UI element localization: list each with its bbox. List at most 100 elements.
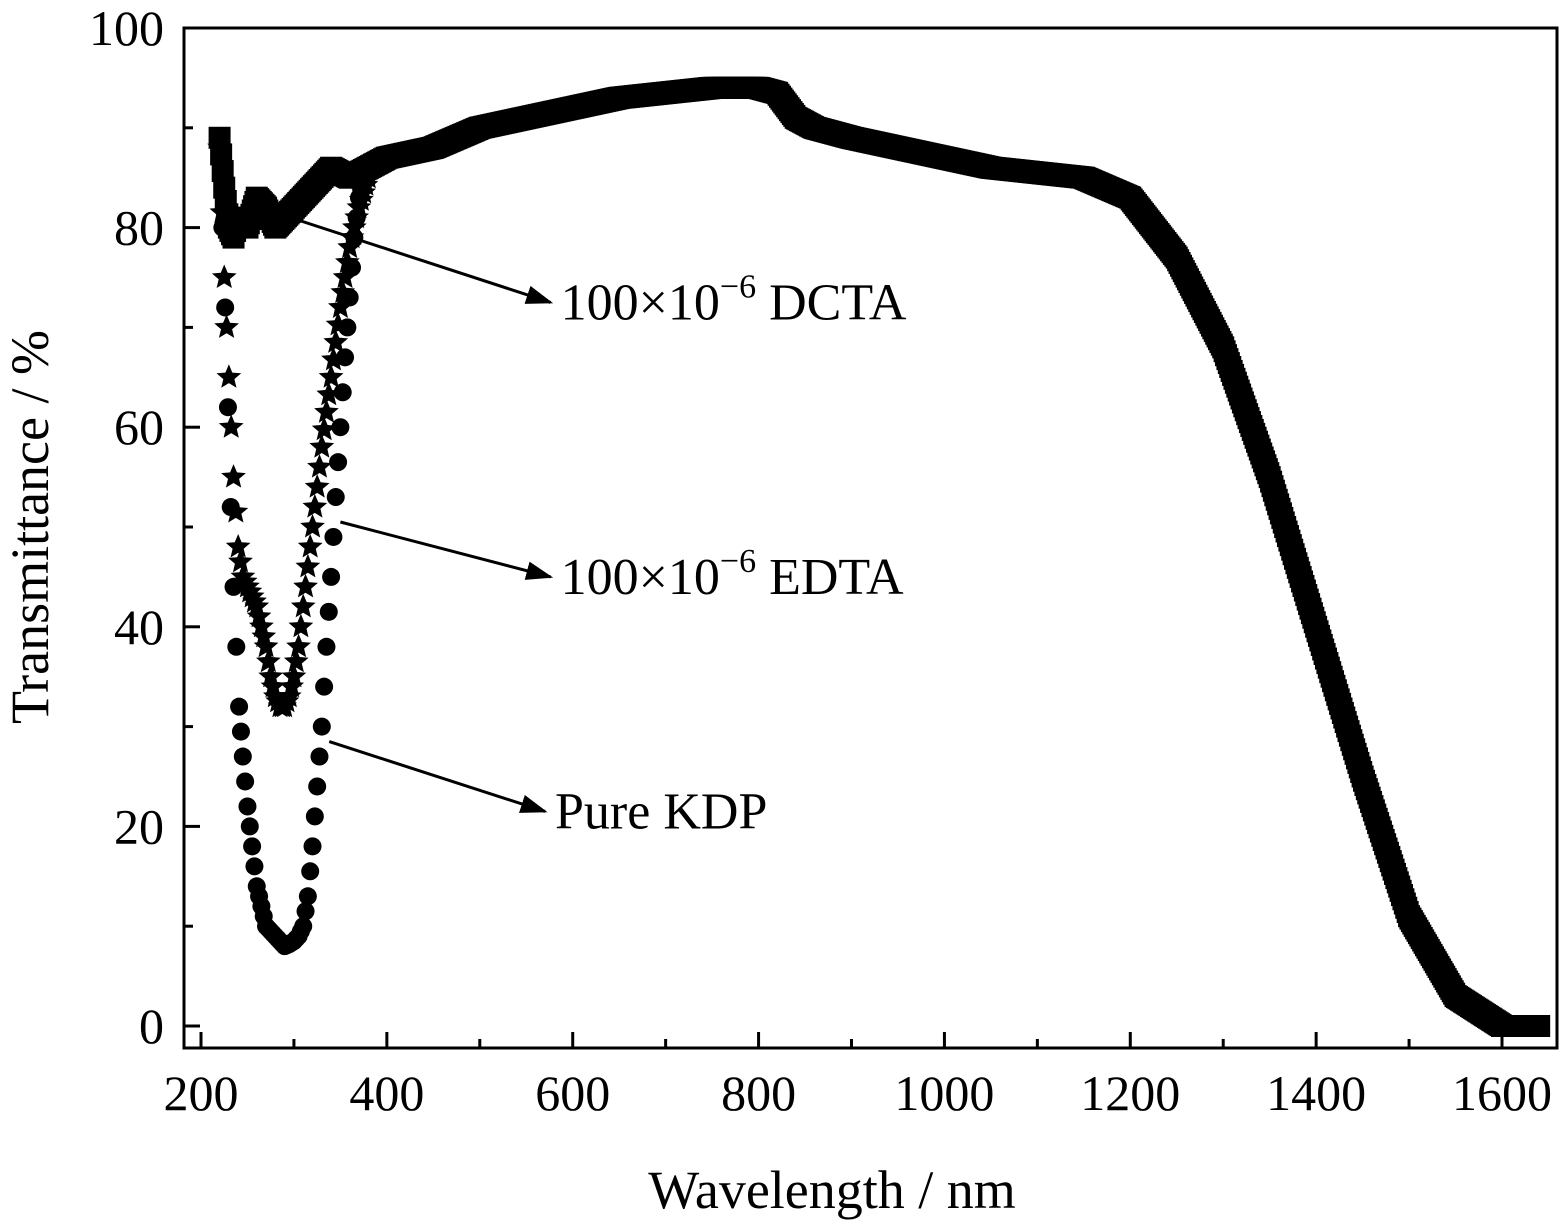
x-tick-label: 1600 <box>1452 1065 1552 1121</box>
data-point <box>305 807 324 826</box>
data-point <box>319 602 338 621</box>
data-point <box>326 488 345 507</box>
data-point <box>225 534 251 558</box>
data-point <box>303 837 322 856</box>
y-axis-label: Transmittance / % <box>0 330 60 724</box>
x-axis-label: Wavelength / nm <box>648 1160 1016 1220</box>
data-point <box>302 494 328 518</box>
x-tick-label: 200 <box>164 1065 239 1121</box>
x-tick-label: 1200 <box>1080 1065 1180 1121</box>
y-tick-label: 80 <box>114 200 164 256</box>
data-point <box>322 567 341 586</box>
data-point <box>324 527 343 546</box>
data-point <box>288 613 314 638</box>
data-point <box>240 817 259 836</box>
data-point <box>340 288 359 307</box>
data-point <box>258 663 284 688</box>
data-point <box>343 258 362 277</box>
y-tick-label: 60 <box>114 399 164 455</box>
data-point <box>233 747 252 766</box>
data-point <box>328 294 353 318</box>
data-point <box>210 148 229 167</box>
data-point <box>315 677 334 696</box>
data-point <box>281 663 307 688</box>
data-point <box>318 364 344 388</box>
data-point <box>260 673 286 698</box>
data-point <box>276 683 302 708</box>
annotations: 100×10−6 DCTA 100×10−6 EDTA Pure KDP <box>274 211 907 840</box>
data-point <box>228 548 253 573</box>
data-point <box>216 298 235 317</box>
data-point <box>1528 1015 1551 1037</box>
data-point <box>236 772 255 791</box>
data-point <box>347 208 366 227</box>
data-point <box>316 381 342 406</box>
data-point <box>221 498 240 517</box>
annotation-arrow <box>274 211 554 304</box>
data-point <box>251 623 277 648</box>
data-point <box>253 633 279 658</box>
data-point <box>295 553 321 578</box>
data-point <box>312 717 331 736</box>
data-point <box>301 862 320 881</box>
data-point <box>338 318 357 337</box>
annotation-arrow <box>340 520 554 580</box>
data-point <box>216 364 242 388</box>
data-point <box>238 797 257 816</box>
y-tick-label: 0 <box>139 998 164 1054</box>
data-point <box>209 199 235 224</box>
data-point <box>230 697 249 716</box>
data-point <box>293 573 318 598</box>
data-point <box>221 464 246 488</box>
series-circle <box>210 148 378 956</box>
data-point <box>304 474 330 498</box>
data-point <box>294 917 313 936</box>
plot-frame <box>182 26 1559 1050</box>
data-point <box>286 633 311 658</box>
annotation-label: Pure KDP <box>555 783 767 840</box>
data-point <box>307 454 332 478</box>
data-point <box>309 434 335 458</box>
data-point <box>297 534 323 558</box>
data-point <box>311 416 337 441</box>
y-tick-label: 100 <box>89 0 164 56</box>
y-tick-label: 20 <box>114 798 164 854</box>
data-point <box>279 673 304 698</box>
x-tick-label: 800 <box>721 1065 796 1121</box>
data-point <box>256 648 281 673</box>
data-point <box>213 218 232 237</box>
data-point <box>218 414 244 438</box>
data-point <box>224 577 243 596</box>
data-point <box>323 329 349 353</box>
x-tick-label: 1000 <box>894 1065 994 1121</box>
data-point <box>244 593 270 618</box>
data-point <box>245 857 264 876</box>
data-point <box>308 777 327 796</box>
data-point <box>331 418 350 437</box>
x-tick-label: 1400 <box>1266 1065 1366 1121</box>
data-point <box>211 264 237 288</box>
data-point <box>336 348 355 367</box>
data-point <box>337 234 362 259</box>
plot-area <box>207 76 1551 1037</box>
data-point <box>332 264 358 288</box>
x-tick-label: 400 <box>349 1065 424 1121</box>
data-point <box>359 158 378 177</box>
annotation-arrow <box>328 740 548 813</box>
data-point <box>329 453 348 472</box>
data-point <box>296 902 315 921</box>
data-point <box>310 747 329 766</box>
data-point <box>227 637 246 656</box>
data-point <box>314 399 339 423</box>
x-tick-label: 600 <box>535 1065 610 1121</box>
data-point <box>249 613 274 638</box>
data-point <box>243 837 262 856</box>
data-point <box>298 887 317 906</box>
data-point <box>246 603 272 628</box>
annotation-label: 100×10−6 EDTA <box>561 543 904 606</box>
data-point <box>300 514 325 538</box>
axes: 200 400 600 800 1000 1200 1400 1600 0 20 40 60 80 100 <box>89 0 1559 1121</box>
data-point <box>214 314 239 338</box>
data-point <box>317 637 336 656</box>
